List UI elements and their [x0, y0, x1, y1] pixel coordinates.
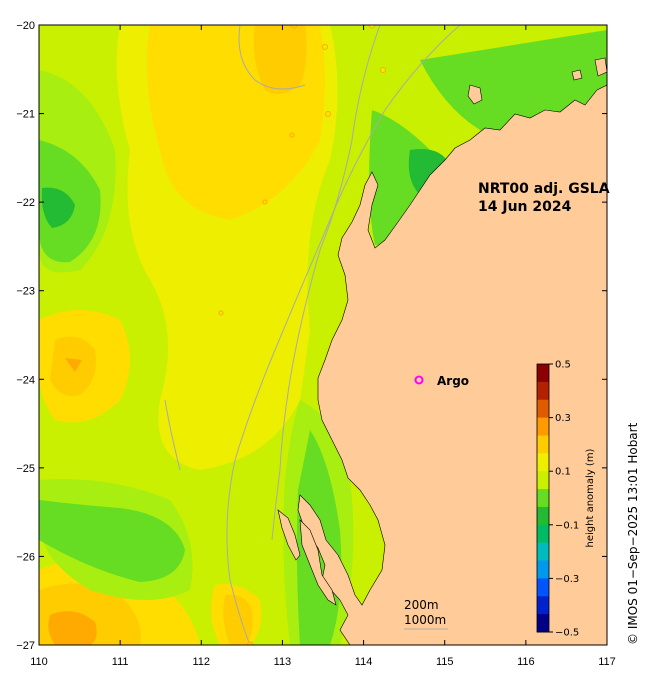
colorbar-frame [536, 363, 550, 633]
isobath-200m-label: 200m [404, 598, 439, 612]
positive-anomaly-contours [39, 25, 338, 645]
x-tick-label: 114 [355, 656, 373, 668]
y-tick-label: −24 [16, 374, 35, 386]
isobaths [164, 25, 461, 645]
colorbar-band [537, 435, 549, 454]
y-tick-label: −20 [16, 20, 35, 32]
colorbar-band [537, 524, 549, 544]
colorbar-tick-label: 0.3 [555, 413, 571, 424]
x-tick-label: 111 [112, 656, 129, 668]
colorbar: 0.5 0.3 0.1 −0.1 −0.3 −0.5 height anomaly (m) [536, 360, 596, 639]
y-tick-label: −22 [16, 197, 35, 209]
x-tick-label: 110 [30, 656, 48, 668]
y-tick-label: −26 [16, 551, 35, 563]
colorbar-tick-label: −0.5 [555, 628, 579, 639]
colorbar-band [537, 560, 549, 579]
colorbar-band [537, 399, 549, 419]
map-title-line2: 14 Jun 2024 [478, 199, 572, 215]
colorbar-ticks: 0.5 0.3 0.1 −0.1 −0.3 −0.5 [549, 360, 579, 639]
colorbar-band [537, 489, 549, 508]
x-tick-label: 115 [436, 656, 454, 668]
x-axis: 110 111 112 113 114 115 116 117 [30, 25, 616, 668]
isobath-1000m-label: 1000m [404, 613, 446, 627]
colorbar-tick-label: −0.3 [555, 574, 579, 585]
colorbar-band [537, 417, 549, 436]
land-mass [297, 84, 607, 645]
colorbar-band [537, 614, 549, 633]
argo-label: Argo [437, 374, 469, 388]
colorbar-band [537, 596, 549, 615]
peron-peninsula [299, 519, 337, 606]
colorbar-bands [537, 364, 549, 633]
y-axis: −20 −21 −22 −23 −24 −25 −26 −27 [16, 20, 607, 652]
argo-marker-icon [414, 375, 424, 385]
dirk-hartog-island [277, 509, 301, 561]
y-tick-label: −25 [16, 463, 35, 475]
colorbar-band [537, 578, 549, 597]
colorbar-band [537, 506, 549, 526]
colorbar-tick-label: 0.1 [555, 467, 571, 478]
x-tick-label: 116 [517, 656, 535, 668]
colorbar-band [537, 381, 549, 401]
map-title-line1: NRT00 adj. GSLA [478, 181, 610, 197]
y-tick-label: −21 [16, 109, 35, 121]
y-tick-label: −23 [16, 286, 35, 298]
map-plot-area [39, 25, 607, 645]
y-tick-label: −27 [16, 640, 35, 652]
colorbar-band [537, 471, 549, 490]
x-tick-label: 113 [274, 656, 292, 668]
colorbar-band [537, 453, 549, 472]
x-tick-label: 112 [193, 656, 211, 668]
colorbar-tick-label: −0.1 [555, 520, 579, 531]
coastal-islands [467, 57, 607, 105]
colorbar-title: height anomaly (m) [585, 448, 596, 547]
colorbar-band [537, 364, 549, 383]
x-tick-label: 117 [598, 656, 616, 668]
copyright-credit: © IMOS 01−Sep−2025 13:01 Hobart [626, 422, 640, 645]
data-markers [218, 25, 386, 645]
colorbar-band [537, 542, 549, 562]
plot-frame [38, 24, 608, 646]
colorbar-tick-label: 0.5 [555, 360, 571, 371]
